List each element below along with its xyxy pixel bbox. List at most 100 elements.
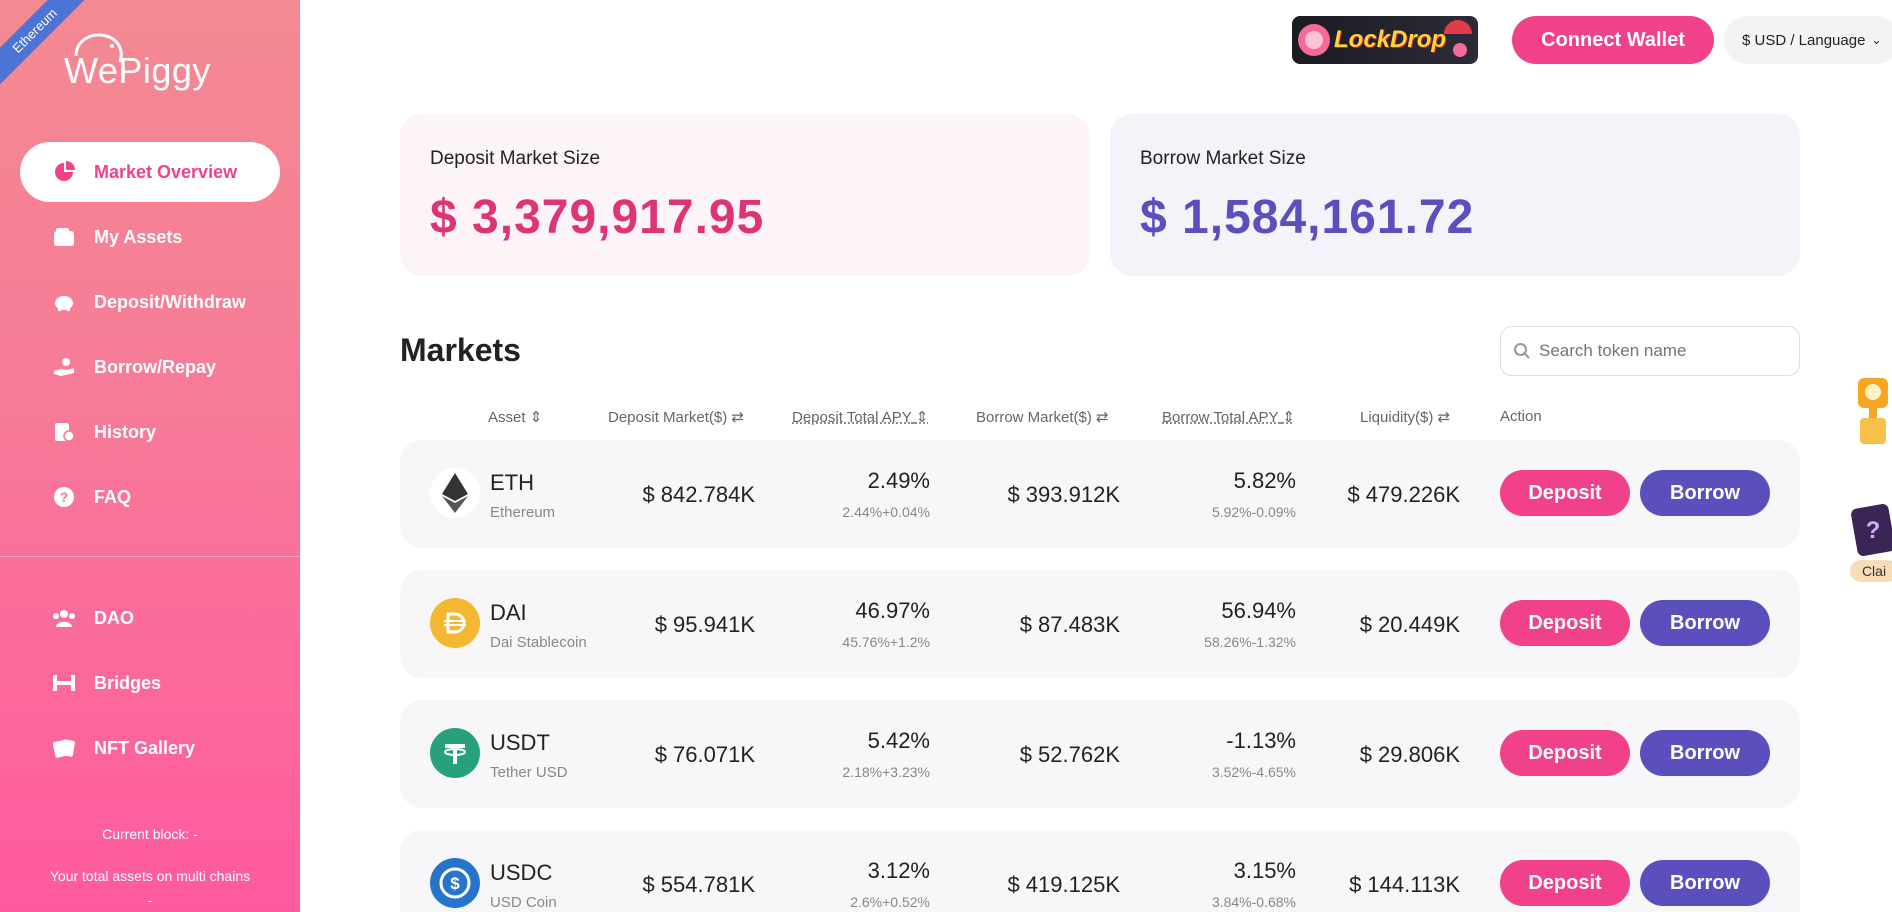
token-symbol: DAI	[490, 600, 527, 625]
swap-icon: ⇄	[731, 409, 744, 426]
nav-item-dao[interactable]: DAO	[20, 588, 280, 648]
trophy-icon[interactable]	[1850, 374, 1892, 448]
parachute-icon	[1444, 20, 1472, 57]
borrow-market-value: $ 1,584,161.72	[1140, 191, 1475, 244]
currency-language-selector[interactable]: $ USD / Language ⌄	[1724, 16, 1892, 64]
col-borrow-apy[interactable]: Borrow Total APY ⇕	[1162, 409, 1295, 426]
borrow-apy-cell: -1.13%	[1226, 728, 1296, 753]
col-asset[interactable]: Asset ⇕	[488, 409, 543, 426]
borrow-apy-cell: 5.82%	[1233, 468, 1296, 493]
borrow-market-card: Borrow Market Size $ 1,584,161.72	[1110, 114, 1800, 276]
col-action: Action	[1500, 408, 1542, 425]
swap-icon: ⇄	[1096, 409, 1109, 426]
deposit-button[interactable]: Deposit	[1500, 600, 1630, 646]
nav-item-deposit-withdraw[interactable]: Deposit/Withdraw	[20, 272, 280, 332]
pie-chart-icon	[52, 160, 76, 184]
col-liquidity[interactable]: Liquidity($) ⇄	[1360, 409, 1451, 426]
nav-item-label: My Assets	[94, 226, 183, 247]
token-name: Tether USD	[490, 764, 568, 781]
table-row[interactable]: $ USDC USD Coin $ 554.781K 3.12% 2.6%+0.…	[400, 830, 1800, 912]
svg-text:?: ?	[1866, 517, 1881, 544]
col-deposit-apy[interactable]: Deposit Total APY ⇕	[792, 409, 929, 426]
hand-coin-icon	[52, 355, 76, 379]
nav-item-label: DAO	[94, 607, 134, 628]
sidebar: Ethereum WePiggy Market Overview My Asse…	[0, 0, 300, 912]
deposit-button[interactable]: Deposit	[1500, 470, 1630, 516]
borrow-apy-cell: 3.15%	[1233, 858, 1296, 883]
token-symbol: ETH	[490, 470, 534, 495]
lockdrop-banner[interactable]: LockDrop	[1292, 16, 1478, 64]
borrow-market-label: Borrow Market Size	[1140, 148, 1306, 169]
table-row[interactable]: ETH Ethereum $ 842.784K 2.49% 2.44%+0.04…	[400, 440, 1800, 548]
wallet-icon	[52, 225, 76, 249]
bridge-icon	[52, 671, 76, 695]
sort-icon: ⇕	[915, 409, 929, 426]
token-name: Dai Stablecoin	[490, 634, 587, 651]
search-box[interactable]	[1500, 326, 1800, 376]
markets-title: Markets	[400, 332, 521, 368]
nav-item-nft-gallery[interactable]: NFT Gallery	[20, 718, 280, 778]
token-symbol: USDT	[490, 730, 550, 755]
piggy-bank-icon	[52, 290, 76, 314]
liquidity-cell: $ 479.226K	[1347, 482, 1460, 507]
borrow-apy-breakdown: 3.84%-0.68%	[1211, 894, 1296, 910]
piggy-logo-icon	[74, 33, 123, 63]
currency-language-label: $ USD / Language	[1742, 31, 1866, 49]
nav-item-market-overview[interactable]: Market Overview	[20, 142, 280, 202]
total-assets-value: -	[147, 892, 153, 908]
brand-logo[interactable]: WePiggy	[64, 50, 211, 91]
deposit-apy-breakdown: 2.44%+0.04%	[842, 504, 930, 520]
secondary-nav: DAO Bridges NFT Gallery	[20, 588, 280, 783]
sort-icon: ⇕	[529, 409, 543, 426]
main-nav: Market Overview My Assets Deposit/Withdr…	[20, 142, 280, 532]
claim-widget[interactable]: ? Clai	[1848, 500, 1892, 586]
table-row[interactable]: USDT Tether USD $ 76.071K 5.42% 2.18%+3.…	[400, 700, 1800, 808]
borrow-button[interactable]: Borrow	[1640, 860, 1770, 906]
borrow-button[interactable]: Borrow	[1640, 600, 1770, 646]
nav-item-borrow-repay[interactable]: Borrow/Repay	[20, 337, 280, 397]
nav-item-label: Deposit/Withdraw	[94, 291, 246, 312]
connect-wallet-button[interactable]: Connect Wallet	[1512, 16, 1714, 64]
current-block: Current block: -	[102, 826, 198, 842]
search-input[interactable]	[1539, 341, 1779, 361]
nav-item-faq[interactable]: ? FAQ	[20, 467, 280, 527]
deposit-button[interactable]: Deposit	[1500, 730, 1630, 776]
deposit-apy-breakdown: 2.18%+3.23%	[842, 764, 930, 780]
chain-label: Ethereum	[9, 5, 60, 56]
liquidity-cell: $ 29.806K	[1359, 742, 1460, 767]
deposit-button[interactable]: Deposit	[1500, 860, 1630, 906]
nav-item-label: FAQ	[94, 486, 132, 507]
nav-item-history[interactable]: History	[20, 402, 280, 462]
deposit-apy-breakdown: 45.76%+1.2%	[842, 634, 930, 650]
sort-icon: ⇕	[1282, 409, 1295, 426]
usdc-icon: $	[430, 858, 480, 908]
chevron-down-icon: ⌄	[1871, 33, 1882, 47]
deposit-apy-breakdown: 2.6%+0.52%	[850, 894, 930, 910]
col-borrow-market[interactable]: Borrow Market($) ⇄	[976, 409, 1109, 426]
borrow-market-cell: $ 419.125K	[1007, 872, 1120, 897]
borrow-button[interactable]: Borrow	[1640, 730, 1770, 776]
nav-item-label: Borrow/Repay	[94, 356, 217, 377]
table-row[interactable]: DAI Dai Stablecoin $ 95.941K 46.97% 45.7…	[400, 570, 1800, 678]
swap-icon: ⇄	[1437, 409, 1451, 426]
deposit-apy-cell: 46.97%	[855, 598, 930, 623]
markets-table-header: Asset ⇕ Deposit Market($) ⇄ Deposit Tota…	[400, 408, 1800, 428]
dai-icon	[430, 598, 480, 648]
nav-item-bridges[interactable]: Bridges	[20, 653, 280, 713]
nav-item-my-assets[interactable]: My Assets	[20, 207, 280, 267]
borrow-market-cell: $ 87.483K	[1019, 612, 1120, 637]
history-icon	[52, 420, 76, 444]
deposit-apy-cell: 3.12%	[867, 858, 930, 883]
total-assets-label: Your total assets on multi chains	[49, 868, 251, 884]
svg-text:?: ?	[60, 489, 69, 505]
question-icon: ?	[52, 485, 76, 509]
nav-item-label: Bridges	[94, 672, 162, 693]
mystery-box-icon: ?	[1851, 504, 1892, 556]
liquidity-cell: $ 144.113K	[1349, 872, 1460, 897]
search-icon	[1514, 343, 1530, 359]
col-deposit-market[interactable]: Deposit Market($) ⇄	[608, 409, 744, 426]
deposit-apy-cell: 2.49%	[867, 468, 930, 493]
nft-card-icon	[52, 736, 76, 760]
borrow-button[interactable]: Borrow	[1640, 470, 1770, 516]
sidebar-divider	[0, 556, 300, 557]
